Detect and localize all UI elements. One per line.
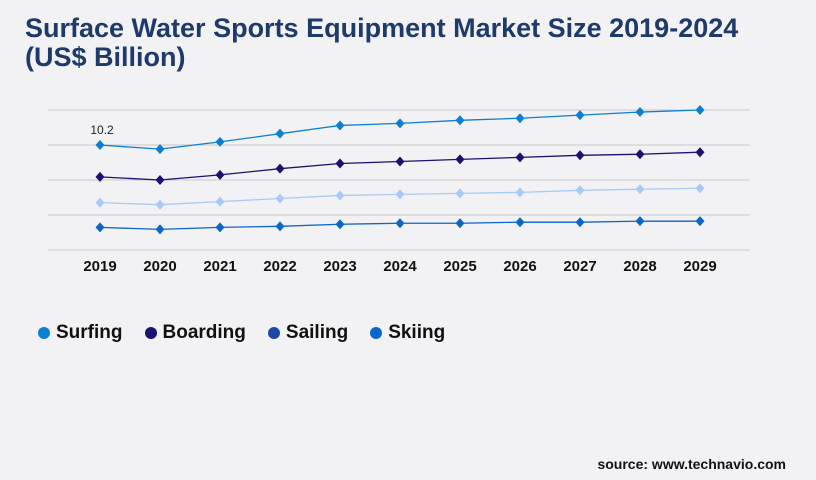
data-point-sailing xyxy=(695,183,705,194)
data-point-surfing xyxy=(515,113,525,124)
legend-marker-icon xyxy=(144,327,157,339)
data-point-surfing xyxy=(95,140,105,150)
legend-item-skiing: Skiing xyxy=(370,322,445,344)
data-point-sailing xyxy=(575,185,585,196)
legend-label: Sailing xyxy=(285,322,349,343)
x-tick-label: 2019 xyxy=(83,258,116,275)
data-point-sailing xyxy=(515,187,525,198)
data-point-skiing xyxy=(395,218,405,229)
legend-item-sailing: Sailing xyxy=(267,322,349,344)
x-tick-label: 2021 xyxy=(203,258,236,275)
x-tick-label: 2028 xyxy=(623,258,656,275)
data-point-surfing xyxy=(455,115,465,126)
data-point-sailing xyxy=(335,190,345,201)
data-label: 10.2 xyxy=(90,123,114,137)
data-point-skiing xyxy=(635,216,645,227)
chart-title: Surface Water Sports Equipment Market Si… xyxy=(25,13,739,72)
x-tick-label: 2026 xyxy=(503,258,536,275)
data-point-boarding xyxy=(155,175,165,185)
data-point-sailing xyxy=(455,188,465,199)
data-point-skiing xyxy=(215,222,225,233)
data-point-sailing xyxy=(635,184,645,195)
data-point-skiing xyxy=(575,217,585,228)
legend: Surfing Boarding Sailing Skiing xyxy=(38,322,445,344)
data-point-boarding xyxy=(455,154,465,165)
legend-marker-icon xyxy=(370,327,383,339)
x-tick-label: 2025 xyxy=(443,258,476,275)
data-point-boarding xyxy=(275,163,285,174)
data-point-sailing xyxy=(155,199,165,210)
legend-marker-icon xyxy=(38,327,50,339)
x-tick-label: 2022 xyxy=(263,258,296,275)
legend-marker-icon xyxy=(267,327,280,339)
legend-label: Skiing xyxy=(388,322,446,343)
data-point-sailing xyxy=(95,197,105,208)
data-point-surfing xyxy=(695,105,705,115)
x-tick-label: 2027 xyxy=(563,258,596,275)
data-point-boarding xyxy=(335,158,345,169)
data-point-surfing xyxy=(215,136,225,147)
series-line-surfing xyxy=(99,109,701,150)
data-point-surfing xyxy=(275,128,285,139)
data-point-boarding xyxy=(695,147,705,158)
data-point-boarding xyxy=(95,171,105,182)
legend-item-surfing: Surfing xyxy=(38,322,123,344)
data-point-sailing xyxy=(275,193,285,204)
legend-label: Surfing xyxy=(56,322,123,343)
data-point-skiing xyxy=(335,219,345,230)
data-point-surfing xyxy=(395,118,405,129)
data-point-boarding xyxy=(575,150,585,161)
data-point-skiing xyxy=(155,224,165,235)
data-point-boarding xyxy=(215,169,225,180)
data-point-surfing xyxy=(335,120,345,131)
data-point-boarding xyxy=(395,156,405,167)
data-point-sailing xyxy=(215,196,225,207)
data-point-skiing xyxy=(275,221,285,232)
x-tick-label: 2029 xyxy=(683,258,716,275)
data-point-skiing xyxy=(515,217,525,228)
data-point-skiing xyxy=(455,218,465,229)
x-tick-label: 2023 xyxy=(323,258,356,275)
data-point-sailing xyxy=(395,189,405,200)
data-point-skiing xyxy=(695,216,705,227)
legend-label: Boarding xyxy=(162,322,246,343)
data-point-surfing xyxy=(155,144,165,155)
legend-item-boarding: Boarding xyxy=(144,322,246,344)
data-point-skiing xyxy=(95,222,105,233)
x-tick-label: 2020 xyxy=(143,258,176,275)
data-point-surfing xyxy=(635,107,645,118)
x-tick-label: 2024 xyxy=(383,258,417,275)
data-point-surfing xyxy=(575,110,585,121)
source-text: source: www.technavio.com xyxy=(597,456,786,472)
data-point-boarding xyxy=(515,152,525,163)
data-point-boarding xyxy=(635,149,645,160)
